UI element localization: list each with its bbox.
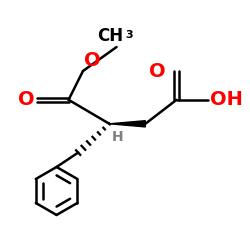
- Text: H: H: [112, 130, 124, 144]
- Text: O: O: [149, 62, 166, 80]
- Text: OH: OH: [210, 90, 242, 109]
- Text: 3: 3: [125, 30, 132, 40]
- Text: O: O: [84, 51, 101, 70]
- Text: O: O: [18, 90, 35, 109]
- Text: CH: CH: [98, 27, 124, 45]
- Polygon shape: [109, 121, 145, 127]
